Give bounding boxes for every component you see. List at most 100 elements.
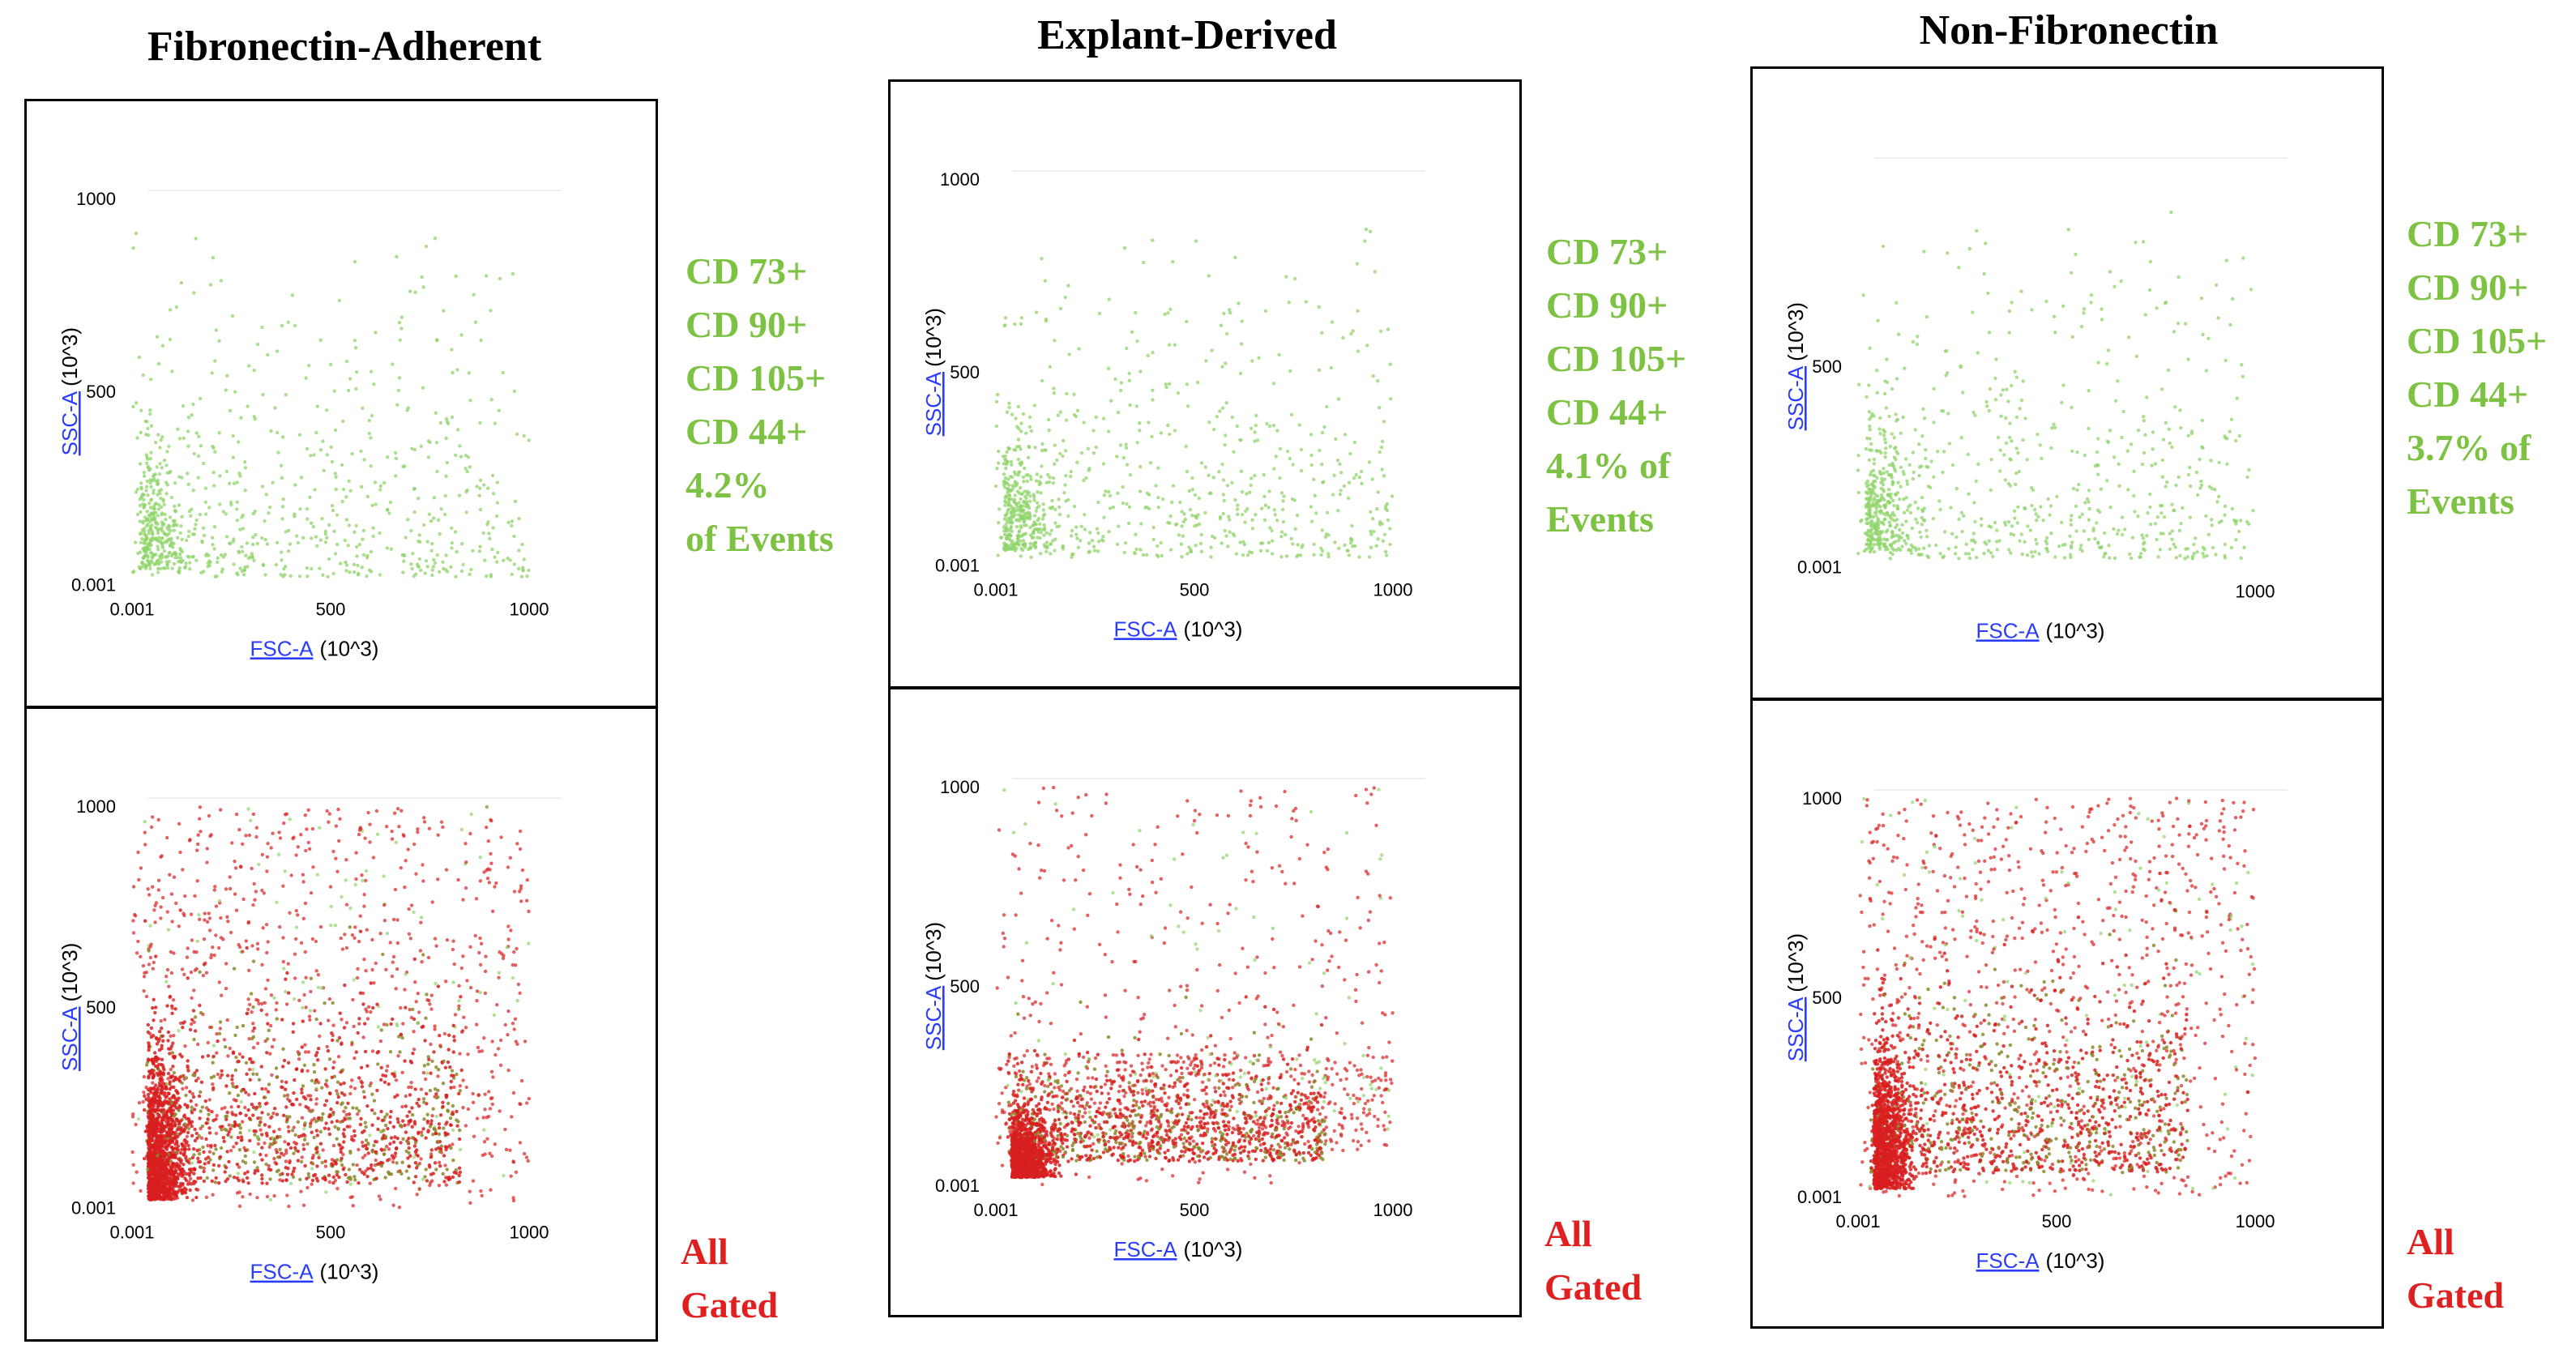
scatter-point [160, 1165, 164, 1169]
scatter-point [241, 950, 245, 954]
scatter-point [316, 1080, 321, 1085]
scatter-point [147, 949, 151, 953]
scatter-point [501, 370, 505, 375]
scatter-point [1108, 506, 1113, 510]
scatter-point [327, 1132, 332, 1137]
scatter-point [260, 888, 264, 893]
scatter-point [225, 373, 229, 378]
scatter-point [305, 517, 310, 521]
x-axis-title-link[interactable]: FSC-A [250, 636, 314, 660]
scatter-point [489, 1188, 493, 1192]
scatter-point [219, 936, 224, 940]
scatter-point [1058, 410, 1062, 414]
scatter-point [257, 1001, 261, 1005]
scatter-point [218, 1075, 222, 1080]
x-axis-title-link[interactable]: FSC-A [250, 1260, 314, 1284]
scatter-point [381, 952, 385, 957]
scatter-point [340, 1163, 344, 1167]
scatter-point [1204, 359, 1208, 363]
scatter-point [1074, 414, 1078, 419]
scatter-point [1002, 482, 1006, 487]
x-tick-label: 1000 [510, 1223, 549, 1243]
scatter-point [1142, 260, 1146, 265]
scatter-point [1148, 461, 1153, 465]
scatter-point [378, 573, 382, 577]
scatter-point [239, 1099, 243, 1104]
scatter-point [152, 997, 156, 1001]
scatter-point [165, 1136, 170, 1141]
scatter-point [180, 537, 184, 542]
scatter-point [519, 886, 523, 891]
scatter-point [343, 983, 347, 988]
scatter-point [182, 1163, 186, 1167]
scatter-point [346, 1101, 350, 1105]
scatter-point [167, 1123, 171, 1127]
scatter-point [465, 469, 469, 474]
scatter-point [296, 1149, 301, 1154]
scatter-point [265, 869, 269, 873]
scatter-point [1019, 421, 1023, 425]
scatter-point [184, 561, 188, 566]
scatter-point [1034, 479, 1039, 483]
scatter-point [519, 884, 523, 888]
scatter-point [137, 355, 141, 360]
scatter-point [217, 339, 221, 343]
scatter-point [195, 939, 199, 943]
scatter-point [282, 1113, 286, 1117]
scatter-point [406, 1122, 411, 1126]
scatter-point [271, 1136, 275, 1140]
scatter-point [420, 1025, 424, 1029]
scatter-point [275, 540, 280, 544]
scatter-point [1019, 463, 1023, 467]
scatter-point [1168, 548, 1173, 552]
scatter-point [1003, 476, 1008, 480]
scatter-point [134, 490, 139, 494]
scatter-point [154, 1117, 158, 1121]
scatter-point [394, 1078, 399, 1082]
scatter-point [348, 377, 352, 381]
scatter-point [142, 541, 147, 545]
scatter-point [156, 1176, 160, 1180]
scatter-point [274, 562, 279, 567]
scatter-point [152, 1051, 157, 1055]
scatter-point [411, 1052, 415, 1056]
scatter-point [141, 963, 146, 968]
scatter-point [1271, 539, 1275, 543]
scatter-point [412, 1030, 416, 1034]
scatter-point [1198, 541, 1203, 546]
column-title-non-fibronectin: Non-Fibronectin [1919, 7, 2219, 53]
scatter-point [260, 1133, 264, 1137]
scatter-point [1025, 479, 1029, 484]
scatter-point [178, 1075, 182, 1079]
scatter-point [237, 942, 241, 947]
scatter-point [139, 430, 143, 434]
scatter-point [1083, 513, 1087, 517]
scatter-point [166, 1188, 170, 1192]
scatter-point [158, 566, 163, 570]
scatter-point [271, 1111, 276, 1116]
scatter-point [236, 1060, 240, 1064]
y-axis-title-link[interactable]: SSC-A [58, 391, 82, 455]
scatter-point [337, 1175, 341, 1180]
scatter-point [169, 1067, 173, 1072]
scatter-point [375, 1051, 379, 1055]
scatter-point [1063, 449, 1068, 453]
scatter-point [1144, 553, 1149, 557]
scatter-point [164, 1147, 169, 1151]
scatter-point [1036, 490, 1040, 494]
scatter-point [994, 424, 999, 429]
scatter-point [518, 890, 522, 894]
scatter-point [341, 1152, 345, 1157]
scatter-point [150, 1068, 154, 1073]
scatter-point [453, 530, 458, 534]
scatter-point [506, 865, 511, 869]
scatter-point [357, 1022, 361, 1026]
scatter-point [340, 1146, 344, 1150]
scatter-point [158, 446, 162, 450]
scatter-point [204, 553, 208, 557]
scatter-point [191, 1009, 196, 1013]
scatter-point [372, 981, 376, 985]
scatter-point [350, 1043, 354, 1047]
y-axis-title-link[interactable]: SSC-A [58, 1006, 82, 1071]
scatter-point [451, 1142, 455, 1146]
